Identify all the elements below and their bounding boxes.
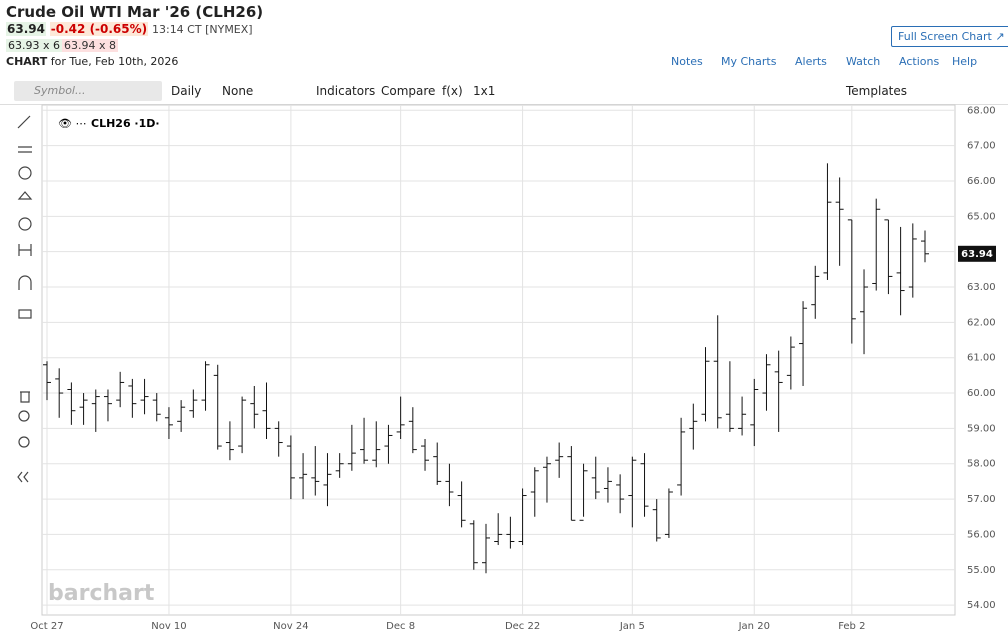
symbol-label: CLH26 ·1D· (91, 117, 160, 130)
templates[interactable]: Templates (846, 84, 908, 98)
bid: 63.93 x 6 (6, 39, 62, 52)
eye-icon[interactable]: 👁 ⋯ (58, 117, 86, 130)
quote-time: 13:14 CT [NYMEX] (151, 23, 253, 36)
price-change: -0.42 (-0.65%) (49, 22, 149, 36)
watermark: barchart (48, 581, 155, 606)
toolbar-item[interactable]: f(x) (442, 84, 463, 98)
y-tick-label: 66.00 (967, 176, 996, 187)
y-tick-label: 68.00 (967, 105, 996, 116)
x-tick-label: Dec 22 (505, 621, 540, 632)
x-tick-label: Dec 8 (386, 621, 415, 632)
plot-area (41, 104, 956, 616)
x-tick-label: Jan 5 (619, 621, 645, 632)
link[interactable]: Alerts (795, 55, 827, 68)
x-tick-label: Feb 2 (838, 621, 865, 632)
full-screen-button[interactable]: Full Screen Chart ↗ (891, 26, 1008, 47)
link[interactable]: Notes (671, 55, 703, 68)
toolbar-item[interactable]: Indicators (316, 84, 376, 98)
symbol-search[interactable]: Symbol... (14, 81, 162, 101)
drawing-tools[interactable] (17, 115, 33, 483)
full-screen-label[interactable]: Full Screen Chart (898, 30, 992, 43)
x-tick-label: Nov 10 (151, 621, 186, 632)
last-price: 63.94 (6, 22, 46, 36)
toolbar-item[interactable]: None (222, 84, 254, 98)
last-price-box (958, 245, 996, 262)
toolbar-item[interactable]: Compare (381, 84, 436, 98)
y-tick-label: 58.00 (967, 459, 996, 470)
x-tick-label: Oct 27 (30, 621, 63, 632)
y-tick-label: 62.00 (967, 317, 996, 328)
y-tick-label: 63.00 (967, 282, 996, 293)
ask: 63.94 x 8 (62, 39, 118, 52)
link[interactable]: Watch (846, 55, 881, 68)
y-tick-label: 61.00 (967, 353, 996, 364)
x-tick-label: Nov 24 (273, 621, 308, 632)
link[interactable]: Actions (899, 55, 940, 68)
last-price-label: 63.94 (961, 249, 993, 260)
y-tick-label: 57.00 (967, 494, 996, 505)
x-tick-label: Jan 20 (738, 621, 770, 632)
y-tick-label: 54.00 (967, 600, 996, 611)
toolbar-item[interactable]: 1x1 (473, 84, 496, 98)
chart-label: CHART (6, 55, 48, 68)
chart-date-text: for Tue, Feb 10th, 2026 (50, 55, 179, 68)
y-tick-label: 60.00 (967, 388, 996, 399)
link[interactable]: Help (952, 55, 978, 68)
link[interactable]: My Charts (721, 55, 777, 68)
y-tick-label: 67.00 (967, 141, 996, 152)
toolbar-item[interactable]: Daily (171, 84, 202, 98)
chart-date: CHART for Tue, Feb 10th, 2026 (6, 55, 178, 68)
price-line: 63.94 -0.42 (-0.65%) 13:14 CT [NYMEX] (6, 22, 253, 36)
y-tick-label: 65.00 (967, 211, 996, 222)
y-tick-label: 59.00 (967, 423, 996, 434)
y-tick-label: 55.00 (967, 565, 996, 576)
y-tick-label: 56.00 (967, 529, 996, 540)
title: Crude Oil WTI Mar '26 (CLH26) (6, 3, 264, 21)
